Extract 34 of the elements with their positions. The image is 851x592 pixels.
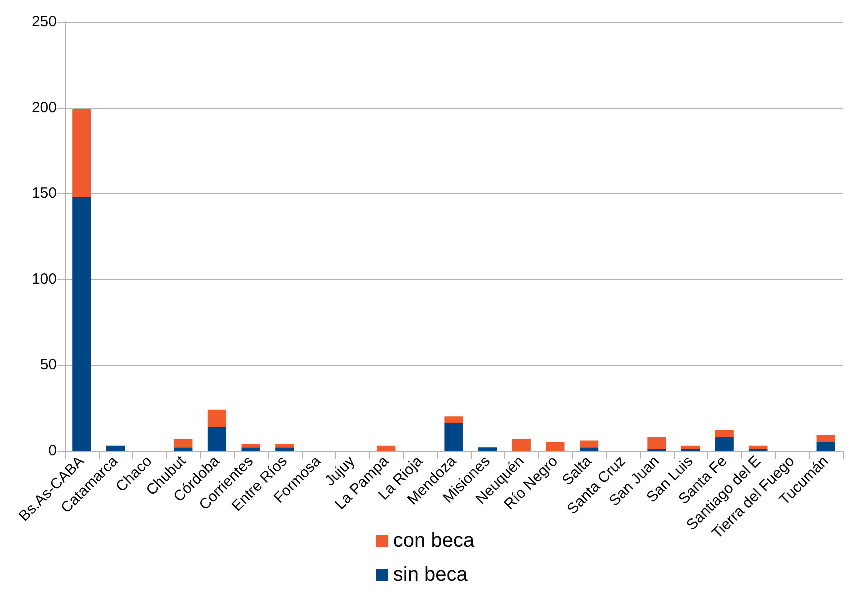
bar: [106, 446, 126, 451]
bar: [174, 438, 193, 448]
bar: [242, 448, 260, 451]
bar: [478, 448, 498, 451]
bar: [242, 444, 260, 448]
bar: [72, 110, 92, 198]
bar: [715, 430, 734, 438]
bar: [681, 446, 700, 450]
y-tick-label: 150: [32, 185, 57, 202]
bar: [512, 438, 531, 451]
bar: [749, 446, 768, 450]
bar: [546, 442, 565, 451]
y-tick-label: 100: [32, 270, 57, 288]
bar: [648, 437, 666, 450]
bar: [276, 444, 294, 448]
bar: [444, 424, 464, 451]
y-tick-label: 50: [40, 356, 57, 374]
bar: [208, 410, 227, 427]
bar: [377, 446, 396, 451]
bar: [580, 448, 599, 451]
bar: [208, 426, 227, 451]
y-tick-label: 0: [48, 442, 57, 460]
bar: [715, 437, 734, 451]
bar: [174, 448, 193, 451]
bar: [816, 442, 836, 451]
bar: [816, 436, 836, 442]
bar: [72, 197, 92, 451]
bar: [444, 416, 464, 424]
bar: [580, 440, 599, 448]
legend-label: con beca: [393, 530, 476, 552]
y-tick-label: 200: [32, 99, 57, 116]
bar: [276, 448, 294, 451]
legend-label: sin beca: [393, 564, 469, 586]
y-tick-label: 250: [32, 14, 57, 30]
